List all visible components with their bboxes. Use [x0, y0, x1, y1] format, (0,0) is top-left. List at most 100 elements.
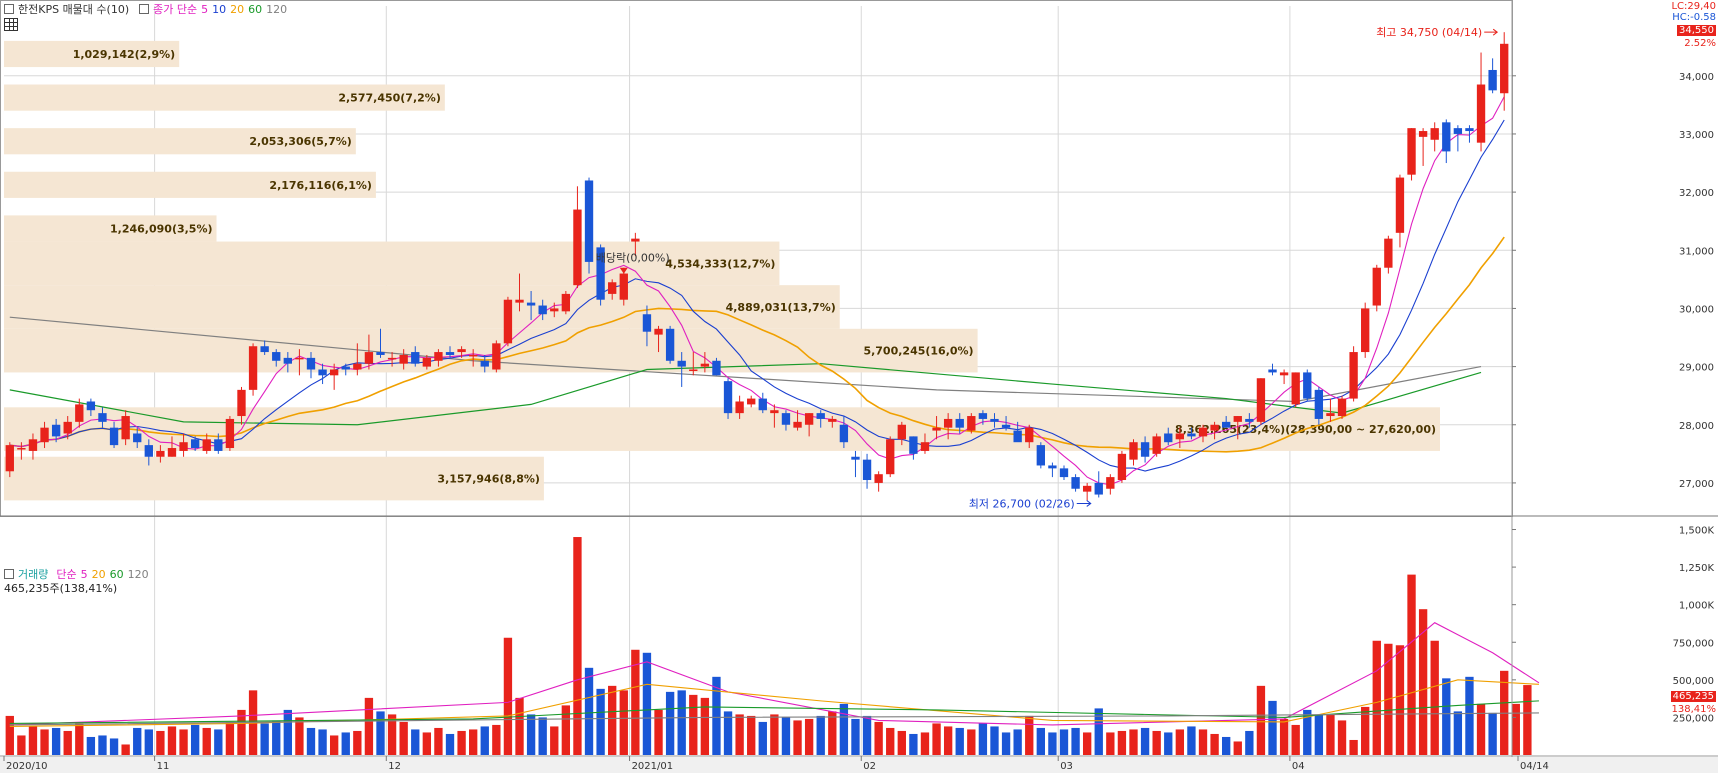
ma-period-10[interactable]: 10: [212, 2, 227, 16]
candle-body: [364, 352, 374, 364]
candle-body: [503, 299, 513, 344]
volume-bar: [1140, 727, 1150, 755]
volume-profile-bar: [4, 285, 840, 329]
volume-bar: [318, 729, 327, 755]
volume-bar: [1245, 730, 1254, 755]
volume-bar: [1175, 729, 1185, 755]
volume-bar: [1036, 727, 1045, 755]
ma-period-20[interactable]: 20: [230, 2, 245, 16]
volume-bar: [851, 718, 860, 755]
candle-body: [1025, 427, 1034, 443]
volume-bar: [596, 688, 605, 755]
candle-body: [712, 360, 721, 376]
volume-bar: [434, 727, 443, 755]
volume-bar: [515, 697, 524, 755]
candle-body: [886, 439, 895, 475]
candle-body: [399, 354, 408, 364]
candle-body: [758, 398, 767, 411]
candle-body: [573, 209, 582, 286]
volume-bar: [758, 721, 767, 755]
high-price-annotation: 최고 34,750 (04/14): [1376, 26, 1482, 39]
candle-body: [28, 439, 38, 451]
volume-bar: [1059, 729, 1069, 755]
volume-profile-label: 4,889,031(13,7%): [726, 301, 836, 314]
volume-bar: [283, 709, 292, 755]
candle-body: [17, 448, 26, 450]
volume-bar: [28, 726, 38, 755]
candle-body: [225, 418, 235, 449]
low-arrow-icon: [1076, 500, 1092, 507]
volume-bar: [5, 715, 14, 755]
volume-bar: [1418, 609, 1428, 755]
volume-bar: [1256, 685, 1266, 755]
volume-bar: [306, 727, 316, 755]
price-tick-label: 33,000: [1679, 130, 1714, 141]
volume-checkbox-icon[interactable]: [4, 569, 14, 579]
volume-ma-5[interactable]: 5: [80, 567, 88, 581]
candle-body: [596, 247, 605, 300]
candle-body: [747, 398, 756, 405]
volume-bar: [816, 715, 825, 755]
volume-bar: [538, 717, 547, 755]
candle-body: [387, 357, 397, 360]
volume-bar: [1210, 733, 1219, 755]
ma-period-60[interactable]: 60: [248, 2, 263, 16]
volume-ma-120[interactable]: 120: [127, 567, 149, 581]
volume-bar: [98, 735, 107, 755]
candle-body: [619, 273, 628, 300]
volume-bar: [1222, 736, 1231, 755]
candle-body: [469, 354, 478, 357]
candle-body: [480, 360, 489, 367]
candle-body: [40, 427, 49, 443]
volume-bar: [40, 729, 49, 755]
volume-ma-60[interactable]: 60: [109, 567, 124, 581]
volume-bar: [943, 726, 953, 755]
volume-bar: [1117, 730, 1127, 755]
candle-body: [1013, 430, 1022, 443]
volume-ma-20[interactable]: 20: [91, 567, 106, 581]
price-tick-label: 28,000: [1679, 421, 1714, 432]
price-legend: 한전KPS 매물대 수(10) 종가 단순 5 10 20 60 120: [4, 1, 287, 17]
date-tick-label: 2021/01: [632, 761, 674, 772]
candle-body: [98, 413, 107, 422]
candle-body: [1268, 369, 1277, 373]
volume-profile-label: 3,157,946(8,8%): [437, 473, 540, 486]
volume-profile-label: 1,246,090(3,5%): [110, 222, 213, 235]
last-volume-ratio: 138,41%: [1671, 704, 1717, 715]
volume-bar: [422, 732, 432, 755]
ma-checkbox-icon[interactable]: [139, 4, 150, 14]
candle-body: [1140, 442, 1150, 457]
candle-body: [828, 418, 837, 422]
volume-bar: [492, 724, 501, 755]
volume-bar: [1511, 703, 1520, 755]
ma-period-5[interactable]: 5: [201, 2, 209, 16]
candle-body: [689, 369, 698, 372]
ma-period-120[interactable]: 120: [266, 2, 288, 16]
candle-body: [1198, 427, 1208, 437]
candle-body: [1279, 372, 1289, 376]
candle-body: [1372, 267, 1381, 306]
candle-body: [434, 352, 443, 361]
volume-bar: [1198, 729, 1208, 755]
volume-bar: [260, 723, 269, 755]
candle-body: [920, 442, 930, 451]
volume-bar: [735, 714, 744, 755]
grid-table-icon[interactable]: [4, 18, 18, 31]
settings-checkbox-icon[interactable]: [4, 4, 14, 14]
volume-profile-bar: [4, 328, 978, 373]
candle-body: [677, 360, 686, 367]
candle-body: [1418, 131, 1428, 137]
candle-body: [793, 421, 802, 428]
candle-body: [608, 282, 617, 294]
volume-profile-label: 4,534,333(12,7%): [665, 257, 775, 270]
volume-bar: [144, 729, 153, 755]
volume-bar: [156, 730, 165, 755]
candle-body: [306, 357, 316, 370]
volume-bar: [353, 730, 362, 755]
volume-ma5-line: [9, 622, 1540, 726]
volume-bar: [677, 690, 686, 755]
volume-bar: [1430, 640, 1439, 755]
candle-body: [1222, 421, 1231, 428]
candle-body: [1314, 389, 1324, 419]
